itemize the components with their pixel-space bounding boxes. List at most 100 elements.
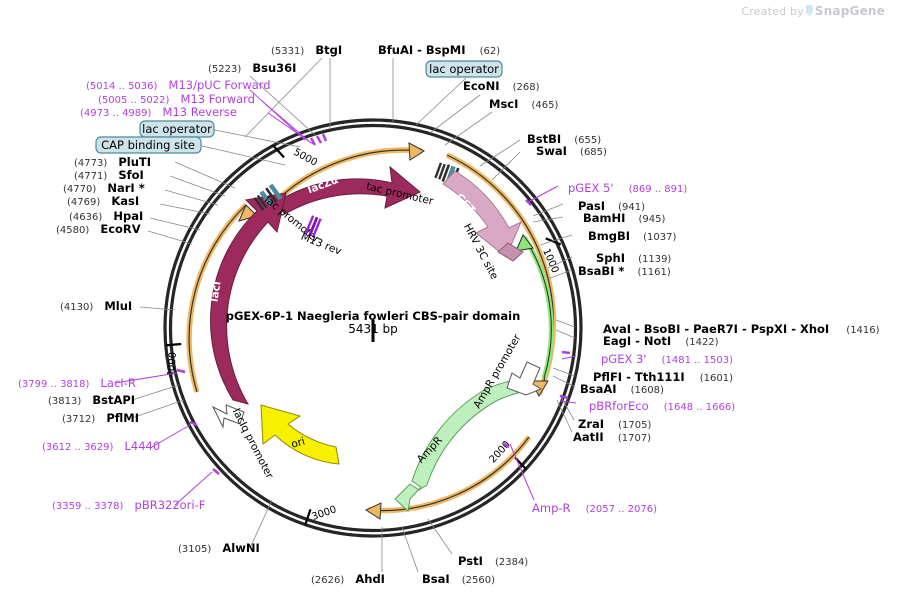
boxed-label-text: CAP binding site (101, 138, 195, 152)
ruler-tick-3000: 3000 (310, 504, 338, 523)
enzyme-pos: (2384) (495, 557, 528, 568)
enzyme-pos: (1601) (700, 373, 733, 384)
enzyme-pos: (1416) (846, 325, 879, 336)
svg-text:BamHI (945): BamHI (945) (583, 207, 666, 226)
enzyme-pos: (3105) (178, 544, 211, 555)
svg-text:PstI (2384): PstI (2384) (458, 550, 528, 569)
primer-name: pBRforEco (589, 399, 649, 413)
svg-text:BfuAI - BspMI (62): BfuAI - BspMI (62) (378, 39, 500, 58)
enzyme-name: AatII (573, 430, 604, 444)
primer-pos: (3359 .. 3378) (52, 501, 124, 512)
svg-text:(3712) PflMI: (3712) PflMI (62, 407, 139, 426)
enzyme-pos: (2560) (462, 575, 495, 586)
enzyme-name: BsaI (422, 572, 450, 586)
enzyme-pos: (1422) (685, 337, 718, 348)
enzyme-name: MscI (489, 97, 518, 111)
enzyme-name: PflFI - Tth111I (593, 370, 685, 384)
svg-text:AvaI - BsoBI - PaeR7I -: AvaI - BsoBI - PaeR7I - PspXI - XhoI (14… (603, 318, 880, 337)
enzyme-pos: (4636) (69, 212, 102, 223)
feature-ori: ori (260, 404, 340, 465)
enzyme-name: AvaI - BsoBI - PaeR7I - PspXI - XhoI (603, 322, 829, 336)
label-group-top-left: (5331) BtgI (5223) Bsu36I (208, 43, 342, 75)
svg-text:(3359 .. 3378) pBR322o: (3359 .. 3378) pBR322ori-F (52, 494, 205, 513)
enzyme-pos: (3813) (48, 396, 81, 407)
svg-text:(4130) MluI: (4130) MluI (60, 295, 132, 314)
enzyme-name: SphI (596, 251, 625, 265)
boxed-label-lac-operator-right: lac operator (425, 60, 503, 78)
feature-ampr-promoter: AmpR promoter (471, 332, 543, 411)
primer-name: M13 Forward (181, 92, 255, 106)
enzyme-name: SfoI (118, 168, 143, 182)
enzyme-pos: (4773) (74, 158, 107, 169)
primer-pos: (3612 .. 3629) (42, 442, 114, 453)
svg-text:Amp-R (2057 .. 2076): Amp-R (2057 .. 2076) (532, 497, 657, 516)
enzyme-name: Bsu36I (252, 61, 296, 75)
boxed-label-text: lac operator (142, 122, 212, 136)
enzyme-pos: (685) (580, 147, 607, 158)
primer-pos: (4973 .. 4989) (80, 108, 152, 119)
label-group-top-right: BfuAI - BspMI (62) lac operator EcoNI (2… (378, 39, 607, 158)
primer-name: pBR322ori-F (135, 498, 206, 512)
svg-text:AatII (1707): AatII (1707) (573, 426, 651, 445)
enzyme-name: BfuAI - BspMI (378, 43, 465, 57)
primer-name: M13/pUC Forward (169, 78, 271, 92)
label-group-right: pGEX 5' (869 .. 891) PasI (941) BamHI (9… (532, 181, 880, 516)
svg-text:(5014 .. 5036) M13/pUC: (5014 .. 5036) M13/pUC Forward (86, 74, 271, 93)
enzyme-name: EcoRV (100, 222, 140, 236)
enzyme-name: EagI - NotI (603, 334, 671, 348)
enzyme-name: BsaBI * (578, 264, 624, 278)
boxed-label-lac-operator-left: lac operator (139, 120, 215, 138)
svg-text:pGEX 3' (1481 .. 1503): pGEX 3' (1481 .. 1503) (601, 348, 733, 367)
boxed-label-text: lac operator (429, 62, 499, 76)
snapgene-flag-icon (805, 5, 813, 16)
ruler-tick-5000: 5000 (291, 147, 319, 169)
terminator-arc (515, 234, 554, 379)
leader-lines-right (509, 185, 577, 501)
svg-text:(4773) PluTI: (4773) PluTI (74, 151, 151, 170)
feature-lacI: lacI (208, 192, 287, 405)
primer-pos: (2057 .. 2076) (586, 504, 658, 515)
feature-label-lacI: lacI (208, 280, 223, 302)
enzyme-pos: (945) (639, 214, 666, 225)
svg-text:(2626) AhdI: (2626) AhdI (311, 568, 385, 587)
enzyme-name: AhdI (355, 572, 385, 586)
primer-name: Amp-R (532, 501, 571, 515)
enzyme-name: EcoNI (463, 79, 499, 93)
enzyme-name: BmgBI (588, 229, 630, 243)
boxed-label-cap-binding-site: CAP binding site (95, 136, 202, 154)
svg-text:(4636) HpaI: (4636) HpaI (69, 205, 143, 224)
enzyme-name: BstBI (527, 132, 561, 146)
enzyme-pos: (4769) (67, 197, 100, 208)
primer-name: pGEX 3' (601, 352, 647, 366)
watermark-prefix: Created by (741, 5, 804, 18)
svg-text:BsaBI * (1161): BsaBI * (1161) (578, 260, 671, 279)
enzyme-name: KasI (111, 194, 139, 208)
enzyme-name: HpaI (113, 209, 143, 223)
primer-ticks (176, 133, 571, 475)
enzyme-pos: (1139) (638, 254, 671, 265)
svg-text:(3799 .. 3818) LacI-R: (3799 .. 3818) LacI-R (18, 372, 136, 391)
plasmid-length: 5431 bp (348, 322, 398, 336)
svg-text:(3813) BstAPI: (3813) BstAPI (48, 389, 135, 408)
enzyme-name: BsaAI (580, 382, 617, 396)
enzyme-pos: (268) (513, 82, 540, 93)
svg-text:BstBI (655): BstBI (655) (527, 128, 601, 147)
primer-pos: (1481 .. 1503) (662, 355, 734, 366)
svg-text:(4771) SfoI: (4771) SfoI (74, 164, 144, 183)
enzyme-name: PluTI (118, 155, 151, 169)
label-group-left: (5014 .. 5036) M13/pUC Forward (5005 .. … (18, 74, 271, 556)
enzyme-pos: (465) (531, 100, 558, 111)
enzyme-name: PstI (458, 554, 483, 568)
enzyme-pos: (5331) (271, 46, 304, 57)
enzyme-name: AlwNI (222, 541, 259, 555)
leader-lines-bottom (381, 518, 453, 573)
enzyme-name: PasI (578, 199, 605, 213)
svg-text:EagI - NotI (1422): EagI - NotI (1422) (603, 330, 719, 349)
svg-text:(3105) AlwNI: (3105) AlwNI (178, 537, 260, 556)
enzyme-name: BstAPI (92, 393, 135, 407)
enzyme-pos: (1161) (638, 267, 671, 278)
plasmid-title: pGEX-6P-1 Naegleria fowleri CBS-pair dom… (226, 309, 521, 323)
watermark-brand: SnapGene (814, 4, 885, 18)
svg-text:PasI (941): PasI (941) (578, 195, 645, 214)
